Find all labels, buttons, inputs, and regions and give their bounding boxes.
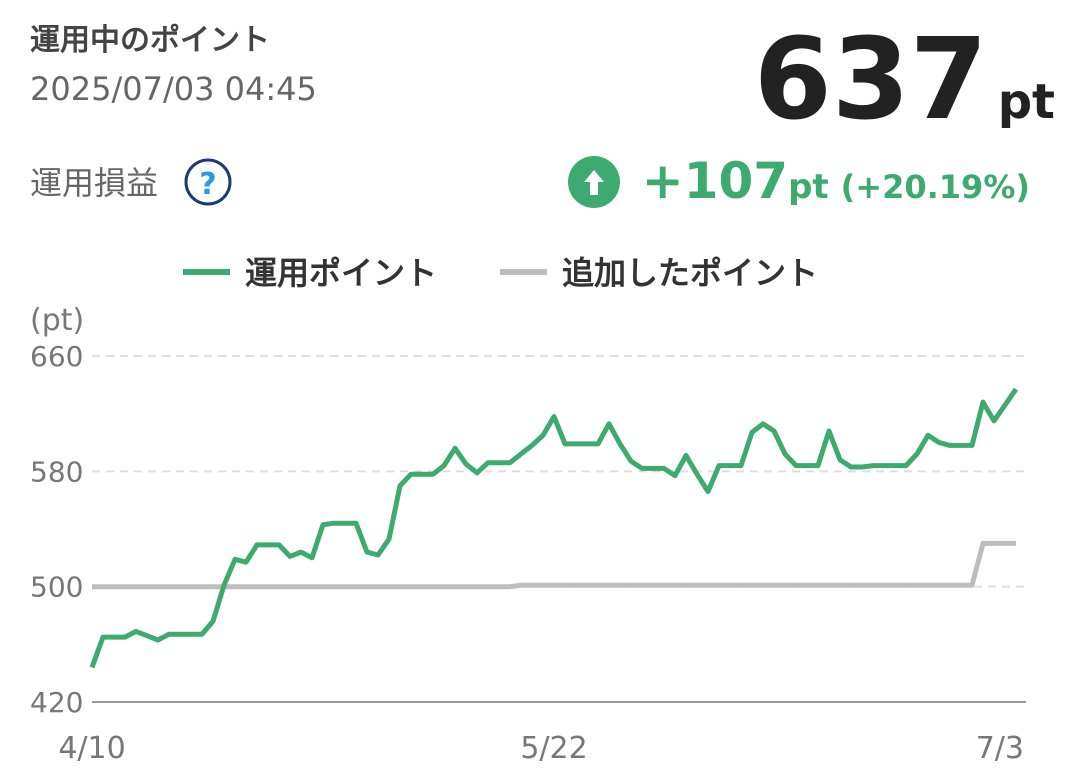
y-tick-label: 660: [30, 340, 83, 373]
y-tick-label: 580: [30, 455, 83, 488]
help-mark[interactable]: ?: [199, 167, 216, 202]
profit-label: 運用損益: [30, 164, 158, 202]
points: 637 pt: [754, 15, 1055, 145]
up-arrow: [584, 170, 604, 195]
x-tick-label: 4/10: [58, 731, 125, 766]
y-tick-label: 420: [30, 686, 83, 719]
legend-label: 運用ポイント: [245, 254, 437, 292]
title: 運用中のポイント: [30, 23, 270, 58]
datetime: 2025/07/03 04:45: [30, 70, 317, 108]
series-line: [89, 387, 1019, 669]
legend-label: 追加したポイント: [562, 254, 818, 292]
profit-rate: (+20.19%): [841, 168, 1030, 206]
y-axis-label: (pt): [30, 303, 84, 338]
profit-unit: pt: [788, 167, 829, 207]
x-tick-label: 7/3: [976, 731, 1024, 766]
profit: +107pt (+20.19%): [642, 152, 1030, 210]
x-tick-label: 5/22: [520, 731, 587, 766]
help-icon[interactable]: [184, 158, 232, 206]
y-tick-label: 500: [30, 571, 83, 604]
points-unit: pt: [998, 74, 1055, 130]
series-line: [92, 540, 1016, 590]
points-value: 637: [754, 15, 988, 145]
profit-value: +107: [642, 152, 788, 210]
